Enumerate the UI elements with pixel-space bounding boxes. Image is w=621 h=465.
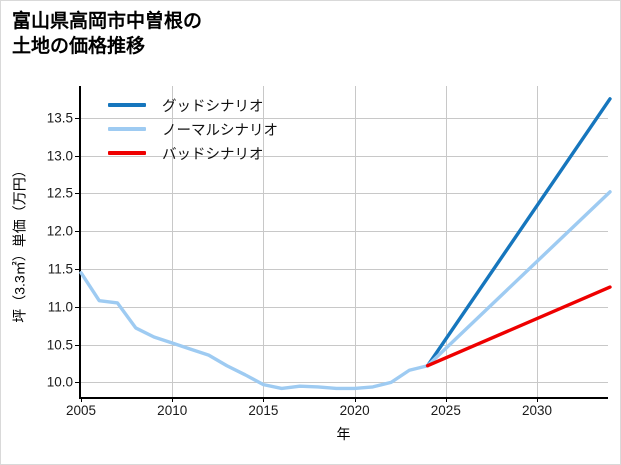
legend-swatch-icon xyxy=(108,151,146,155)
gridline-horizontal xyxy=(81,382,608,384)
gridline-horizontal xyxy=(81,193,608,195)
y-axis-title: 坪（3.3㎡）単価（万円） xyxy=(9,86,31,399)
y-tick-label: 13.5 xyxy=(46,110,73,126)
x-tick-label: 2025 xyxy=(430,403,461,418)
gridline-vertical xyxy=(445,86,447,397)
x-tick-label: 2030 xyxy=(522,403,553,418)
x-tick-label: 2010 xyxy=(157,403,188,418)
legend-swatch-icon xyxy=(108,127,146,131)
y-tick-label: 11.5 xyxy=(47,261,73,277)
gridline-vertical xyxy=(172,86,174,397)
x-tick-label: 2005 xyxy=(65,403,97,418)
y-tick-label: 10.0 xyxy=(46,374,73,390)
legend-label: バッドシナリオ xyxy=(162,146,264,163)
gridline-horizontal xyxy=(81,117,608,119)
y-tick-label: 13.0 xyxy=(46,148,73,164)
y-axis-title-text: 坪（3.3㎡）単価（万円） xyxy=(12,162,28,323)
series-line xyxy=(425,190,612,368)
y-tick-label: 10.5 xyxy=(46,337,73,353)
chart-legend: グッドシナリオ ノーマルシナリオ バッドシナリオ xyxy=(108,93,278,165)
x-axis-title: 年 xyxy=(336,426,351,442)
legend-item[interactable]: バッドシナリオ xyxy=(108,141,278,165)
y-tick-label: 11.0 xyxy=(47,299,73,315)
legend-label: ノーマルシナリオ xyxy=(162,122,278,139)
legend-swatch-icon xyxy=(108,103,146,107)
gridline-horizontal xyxy=(81,268,608,270)
series-line xyxy=(425,285,612,368)
legend-label: グッドシナリオ xyxy=(162,98,264,115)
series-layer xyxy=(79,97,612,391)
series-line xyxy=(79,271,430,391)
gridline-vertical xyxy=(354,86,356,397)
series-line xyxy=(425,97,612,368)
gridline-horizontal xyxy=(81,231,608,233)
y-tick-label: 12.0 xyxy=(46,223,73,239)
y-tick-label: 12.5 xyxy=(46,185,73,201)
gridline-horizontal xyxy=(81,155,608,157)
chart-title: 富山県高岡市中曽根の 土地の価格推移 xyxy=(12,11,203,58)
gridline-horizontal xyxy=(81,344,608,346)
x-tick-label: 2020 xyxy=(339,403,370,418)
gridline-horizontal xyxy=(81,306,608,308)
gridline-vertical xyxy=(263,86,265,397)
gridline-vertical xyxy=(537,86,539,397)
x-tick-label: 2015 xyxy=(248,403,279,418)
legend-item[interactable]: ノーマルシナリオ xyxy=(108,117,278,141)
legend-item[interactable]: グッドシナリオ xyxy=(108,93,278,117)
